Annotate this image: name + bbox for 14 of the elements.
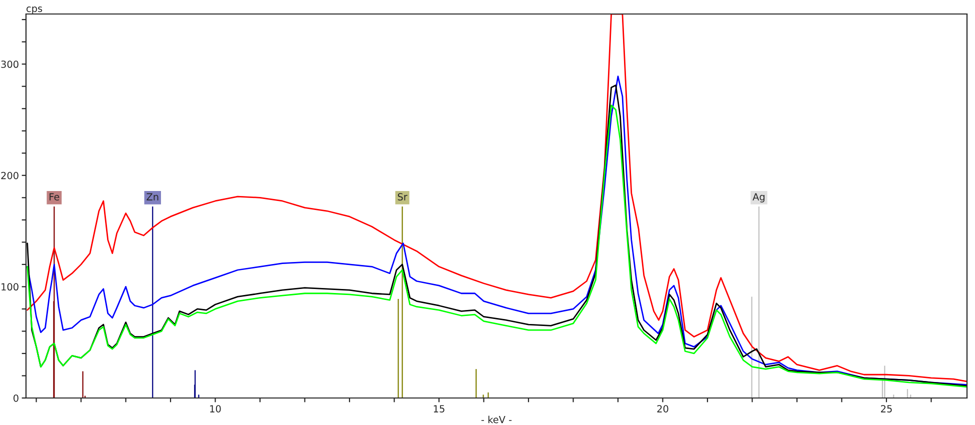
y-tick-label: 200 [1, 172, 18, 180]
x-tick-label: 10 [210, 405, 221, 412]
x-tick-label: 20 [657, 405, 668, 412]
annotation: Ag [752, 193, 764, 202]
x-axis-title: - keV - [481, 416, 512, 424]
x-tick-label: 25 [880, 405, 892, 412]
y-tick-label: 300 [1, 60, 18, 68]
annotation: Zn [146, 193, 158, 200]
annotation: Fe [50, 193, 60, 201]
y-tick-label: 100 [2, 283, 18, 291]
y-axis-title: cps [26, 6, 42, 14]
y-tick-label: 0 [14, 394, 18, 402]
annotation: Sr [398, 193, 408, 201]
x-tick-label: 15 [434, 405, 444, 412]
